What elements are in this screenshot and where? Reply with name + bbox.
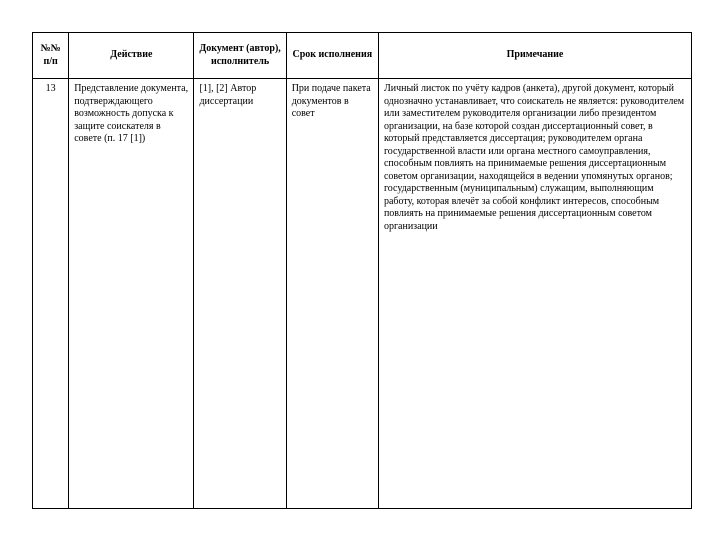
header-num: №№ п/п	[33, 33, 69, 79]
header-doc: Документ (автор), исполнитель	[194, 33, 286, 79]
header-act: Действие	[69, 33, 194, 79]
cell-act: Представление документа, подтверждающего…	[69, 79, 194, 509]
table-header-row: №№ п/п Действие Документ (автор), исполн…	[33, 33, 692, 79]
cell-srok: При подаче пакета документов в совет	[286, 79, 378, 509]
header-note: Примечание	[378, 33, 691, 79]
cell-doc: [1], [2] Автор диссертации	[194, 79, 286, 509]
table-row: 13 Представление документа, подтверждающ…	[33, 79, 692, 509]
cell-num: 13	[33, 79, 69, 509]
header-srok: Срок исполнения	[286, 33, 378, 79]
cell-note: Личный листок по учёту кадров (анкета), …	[378, 79, 691, 509]
procedure-table: №№ п/п Действие Документ (автор), исполн…	[32, 32, 692, 509]
document-page: №№ п/п Действие Документ (автор), исполн…	[0, 0, 720, 540]
